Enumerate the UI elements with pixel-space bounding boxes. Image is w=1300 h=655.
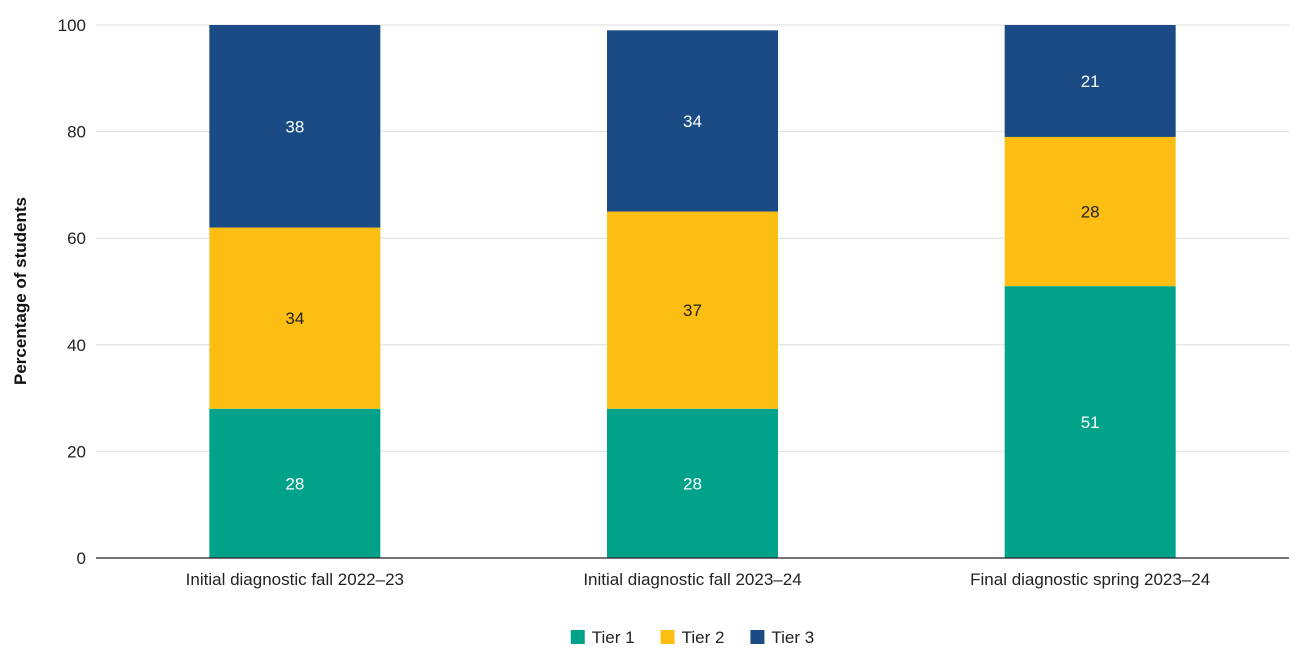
data-label-tier-1-3: 51	[1081, 413, 1100, 432]
y-tick-label-80: 80	[67, 123, 86, 142]
bars: 28 34 38 28 37 34 51 28 21	[209, 25, 1176, 558]
y-tick-label-60: 60	[67, 229, 86, 248]
legend-swatch-tier-1	[570, 630, 585, 644]
y-tick-label-100: 100	[58, 16, 86, 35]
legend-label-tier-3: Tier 3	[771, 628, 814, 647]
data-label-tier-2-1: 34	[285, 309, 304, 328]
bar-segment-tier-2-2	[607, 211, 778, 409]
bar-segment-tier-1-2	[607, 408, 778, 558]
x-category-label-2: Initial diagnostic fall 2023–24	[583, 570, 801, 589]
bar-segment-tier-1-1	[209, 408, 381, 558]
y-axis-title: Percentage of students	[11, 197, 30, 385]
data-label-tier-2-2: 37	[683, 301, 702, 320]
data-label-tier-3-1: 38	[285, 117, 304, 136]
y-tick-label-40: 40	[67, 336, 86, 355]
legend-label-tier-2: Tier 2	[682, 628, 725, 647]
data-label-tier-3-3: 21	[1081, 72, 1100, 91]
bar-segment-tier-1-3	[1004, 286, 1176, 558]
legend-label-tier-1: Tier 1	[592, 628, 635, 647]
data-label-tier-3-2: 34	[683, 112, 702, 131]
bar-segment-tier-3-3	[1004, 25, 1176, 137]
bar-segment-tier-3-1	[209, 25, 381, 228]
x-axis-categories: Initial diagnostic fall 2022–23 Initial d…	[186, 570, 1211, 589]
y-axis-ticks: 0 20 40 60 80 100	[58, 16, 86, 568]
bar-segment-tier-2-3	[1004, 136, 1176, 287]
legend: Tier 1 Tier 2 Tier 3	[570, 628, 814, 647]
data-label-tier-1-2: 28	[683, 474, 702, 493]
x-category-label-3: Final diagnostic spring 2023–24	[970, 570, 1210, 589]
bar-segment-tier-2-1	[209, 227, 381, 409]
y-tick-label-20: 20	[67, 442, 86, 461]
x-category-label-1: Initial diagnostic fall 2022–23	[186, 570, 404, 589]
bar-segment-tier-3-2	[607, 30, 778, 212]
data-label-tier-2-3: 28	[1081, 203, 1100, 222]
legend-swatch-tier-2	[660, 630, 675, 644]
y-tick-label-0: 0	[77, 549, 86, 568]
data-label-tier-1-1: 28	[285, 474, 304, 493]
legend-swatch-tier-3	[750, 630, 765, 644]
